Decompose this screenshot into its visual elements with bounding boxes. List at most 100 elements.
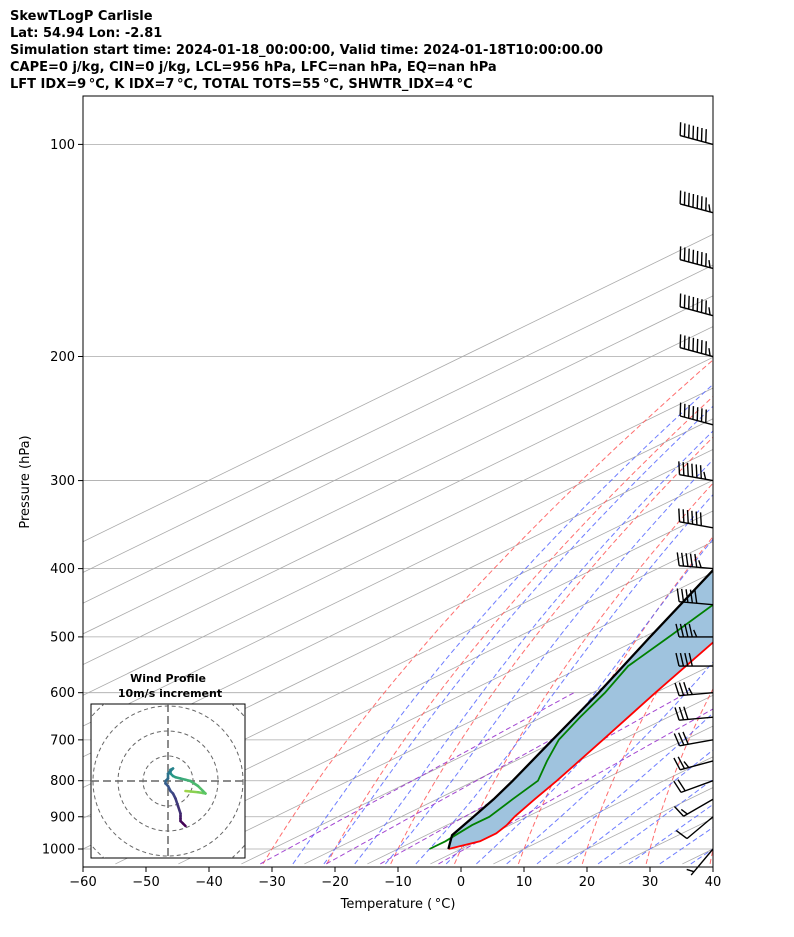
wind-barb: [675, 623, 713, 638]
isotherm-line: [115, 571, 713, 865]
barb-feather: [689, 589, 694, 603]
wind-barb: [675, 652, 713, 667]
hodograph-title: Wind Profile: [130, 672, 206, 685]
stability-indices: LFT IDX=9 °C, K IDX=7 °C, TOTAL TOTS=55 …: [10, 77, 473, 92]
moist-adiabat-line: [415, 493, 713, 865]
barb-feather: [682, 731, 689, 745]
chart-header: SkewTLogP Carlisle Lat: 54.94 Lon: -2.81…: [10, 8, 603, 93]
hodograph-segment: [174, 797, 180, 808]
barb-feather: [685, 589, 689, 603]
barb-shaft: [690, 848, 714, 876]
barb-feather: [677, 756, 686, 769]
dry-adiabat-line: [709, 846, 713, 864]
wind-barb: [686, 848, 714, 876]
wind-barb: [673, 798, 714, 817]
dry-adiabat-line: [645, 687, 713, 865]
x-tick-label: 10: [516, 875, 533, 890]
barb-feather: [698, 560, 702, 568]
y-tick-label: 200: [50, 350, 75, 365]
stability-parameters: CAPE=0 j/kg, CIN=0 j/kg, LCL=956 hPa, LF…: [10, 60, 497, 75]
x-tick-label: 20: [579, 875, 596, 890]
barb-feather: [695, 511, 698, 525]
barb-feather: [686, 510, 689, 524]
barb-feather: [679, 652, 685, 667]
isotherm-line: [83, 356, 713, 666]
barb-feather: [678, 732, 685, 746]
y-tick-label: 600: [50, 686, 75, 701]
barb-feather: [673, 806, 685, 817]
wind-barb: [679, 293, 714, 317]
barb-feather: [686, 462, 689, 477]
y-tick-label: 300: [50, 474, 75, 489]
barb-feather: [678, 508, 681, 522]
moist-adiabat-line: [597, 778, 713, 865]
x-tick-label: −10: [384, 875, 411, 890]
wind-barbs: [673, 122, 714, 876]
barb-feather: [673, 780, 682, 793]
barb-feather: [675, 652, 680, 667]
dry-adiabat-line: [454, 482, 713, 865]
mixing-ratio-line: [438, 708, 713, 865]
barb-feather: [682, 462, 685, 476]
barb-feather: [688, 623, 693, 638]
hodograph-segment: [176, 804, 182, 815]
y-axis-label: Pressure (hPa): [18, 435, 33, 528]
barb-feather: [708, 307, 711, 315]
isotherm-line: [556, 787, 713, 865]
moist-adiabat-line: [536, 712, 713, 865]
wind-barb: [679, 334, 714, 358]
isotherm-line: [83, 264, 713, 573]
barb-feather: [679, 623, 685, 638]
barb-shaft: [680, 780, 714, 794]
isotherm-line: [83, 233, 713, 543]
x-axis-label: Temperature ( °C): [340, 897, 456, 912]
x-tick-label: 30: [642, 875, 659, 890]
barb-feather: [689, 553, 694, 567]
moist-adiabat-line: [506, 661, 713, 865]
y-tick-label: 900: [50, 810, 75, 825]
isotherm-line: [619, 817, 713, 865]
wind-barb: [673, 731, 714, 747]
sounding-profiles: [429, 568, 713, 850]
wind-barb: [673, 756, 714, 771]
wind-barb: [678, 508, 714, 529]
isotherm-line: [83, 387, 713, 696]
barb-feather: [673, 733, 681, 747]
barb-shaft: [679, 739, 714, 747]
barb-shaft: [683, 798, 714, 817]
dry-adiabat-line: [774, 144, 794, 864]
barb-feather: [699, 512, 702, 526]
x-tick-label: −50: [132, 875, 159, 890]
hodograph-segment: [189, 779, 200, 788]
x-tick-label: 0: [457, 875, 465, 890]
barb-feather: [683, 681, 689, 696]
barb-feather: [686, 868, 695, 873]
barb-shaft: [679, 691, 714, 697]
wind-barb: [675, 816, 714, 840]
isotherm-line: [83, 418, 713, 727]
barb-feather: [708, 204, 711, 212]
isotherm-line: [367, 694, 713, 865]
barb-feather: [680, 808, 688, 815]
y-tick-label: 700: [50, 733, 75, 748]
moist-adiabat-line: [476, 596, 713, 865]
x-tick-label: −60: [69, 875, 96, 890]
barb-feather: [708, 260, 711, 268]
barb-feather: [691, 510, 694, 525]
temperature-line: [448, 641, 713, 850]
y-tick-label: 400: [50, 562, 75, 577]
wind-barb: [678, 461, 714, 482]
barb-feather: [676, 552, 680, 566]
barb-feather: [684, 623, 689, 638]
isotherm-line: [682, 848, 713, 865]
barb-feather: [683, 761, 690, 768]
wind-barb: [679, 246, 714, 270]
wind-barb: [673, 779, 714, 794]
barb-feather: [703, 471, 707, 480]
wind-barb: [676, 552, 714, 570]
isotherm-line: [178, 602, 713, 865]
dry-adiabat-line: [262, 359, 713, 865]
barb-feather: [699, 465, 702, 479]
wind-barb: [679, 402, 714, 426]
